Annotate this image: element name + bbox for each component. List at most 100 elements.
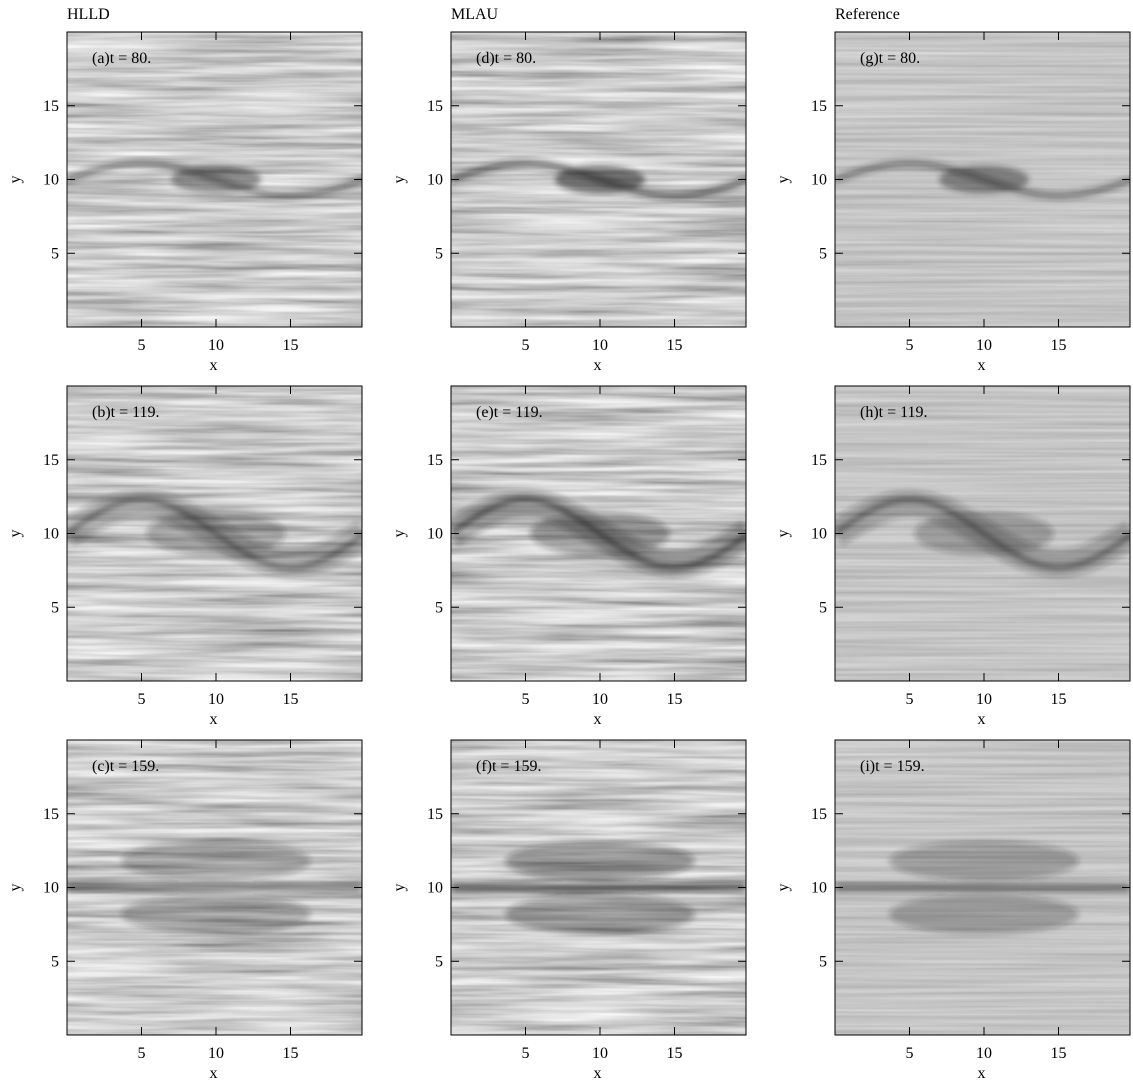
x-axis-label: x [978,1065,986,1082]
lower-lobe [120,894,311,935]
x-tick-label: 5 [521,1045,529,1062]
field-image [67,740,362,1035]
column-title: HLLD [67,6,110,23]
upper-lobe [120,840,311,881]
column-title: Reference [835,6,900,23]
vortex [938,165,1029,194]
panel: (c)t = 159. 5 10 15 5 10 15 x y [7,739,363,1082]
x-tick-label: 15 [1050,691,1066,708]
y-axis-label: y [775,176,792,184]
y-tick-label: 5 [51,599,59,616]
panel-label: (i)t = 159. [860,758,925,775]
y-tick-label: 10 [811,880,827,897]
column-title: MLAU [451,6,499,23]
y-tick-label: 15 [43,452,59,469]
flow-features [67,840,362,935]
panel: (e)t = 119. 5 10 15 5 10 15 x y [391,385,747,728]
y-tick-label: 15 [811,806,827,823]
y-axis-label: y [391,530,408,538]
x-tick-label: 10 [208,1045,224,1062]
x-axis-label: x [594,711,602,728]
x-tick-label: 15 [666,691,682,708]
field-image [451,740,746,1035]
x-tick-label: 15 [282,1045,298,1062]
field-image [835,386,1130,681]
x-tick-label: 10 [976,337,992,354]
flow-features [67,489,362,578]
y-tick-label: 5 [819,953,827,970]
panel: (b)t = 119. 5 10 15 5 10 15 x y [7,385,363,728]
y-tick-label: 10 [427,526,443,543]
panel-label: (f)t = 159. [476,758,541,775]
y-tick-label: 15 [811,452,827,469]
x-axis-label: x [210,357,218,374]
x-tick-label: 10 [592,337,608,354]
x-tick-label: 5 [521,691,529,708]
field-image [67,32,362,327]
panel-label: (d)t = 80. [476,50,536,67]
y-tick-label: 5 [819,245,827,262]
x-tick-label: 15 [282,691,298,708]
vortex [145,511,286,556]
y-tick-label: 5 [819,599,827,616]
vortex [554,165,645,194]
panel: MLAU (d)t = 80. 5 10 15 5 10 15 x y [391,6,747,374]
x-tick-label: 5 [905,691,913,708]
field-image [451,32,746,327]
x-axis-label: x [978,357,986,374]
x-tick-label: 10 [976,1045,992,1062]
flow-features [451,489,746,578]
x-tick-label: 5 [137,337,145,354]
x-axis-label: x [210,711,218,728]
y-tick-label: 10 [811,526,827,543]
x-tick-label: 10 [208,337,224,354]
y-axis-label: y [7,176,24,184]
field-image [451,386,746,681]
x-tick-label: 5 [905,337,913,354]
x-tick-label: 15 [666,337,682,354]
y-tick-label: 5 [51,245,59,262]
field-image [67,386,362,681]
panel-label: (a)t = 80. [92,50,151,67]
y-axis-label: y [391,176,408,184]
x-tick-label: 15 [1050,1045,1066,1062]
flow-features [835,159,1130,200]
x-axis-label: x [210,1065,218,1082]
panel-label: (h)t = 119. [860,404,928,421]
vortex [170,165,261,194]
panel: HLLD (a)t = 80. 5 10 15 5 10 15 x y [7,6,363,374]
y-tick-label: 5 [435,599,443,616]
flow-features [835,840,1130,935]
panel: (h)t = 119. 5 10 15 5 10 15 x y [775,385,1131,728]
x-axis-label: x [978,711,986,728]
field-image [835,32,1130,327]
x-tick-label: 10 [208,691,224,708]
upper-lobe [888,840,1079,881]
y-tick-label: 15 [427,806,443,823]
y-tick-label: 15 [43,806,59,823]
y-tick-label: 5 [435,245,443,262]
y-axis-label: y [775,884,792,892]
y-tick-label: 10 [427,880,443,897]
y-tick-label: 15 [43,98,59,115]
vortex [529,511,670,556]
x-tick-label: 5 [521,337,529,354]
y-tick-label: 15 [811,98,827,115]
panel-label: (g)t = 80. [860,50,920,67]
y-tick-label: 10 [811,172,827,189]
flow-features [451,840,746,935]
y-tick-label: 5 [435,953,443,970]
y-axis-label: y [7,530,24,538]
x-tick-label: 5 [905,1045,913,1062]
field-image [835,740,1130,1035]
x-tick-label: 15 [1050,337,1066,354]
y-tick-label: 10 [43,526,59,543]
x-axis-label: x [594,357,602,374]
x-tick-label: 10 [976,691,992,708]
panel: (f)t = 159. 5 10 15 5 10 15 x y [391,739,747,1082]
upper-lobe [504,840,695,881]
y-tick-label: 10 [43,172,59,189]
x-tick-label: 10 [592,1045,608,1062]
